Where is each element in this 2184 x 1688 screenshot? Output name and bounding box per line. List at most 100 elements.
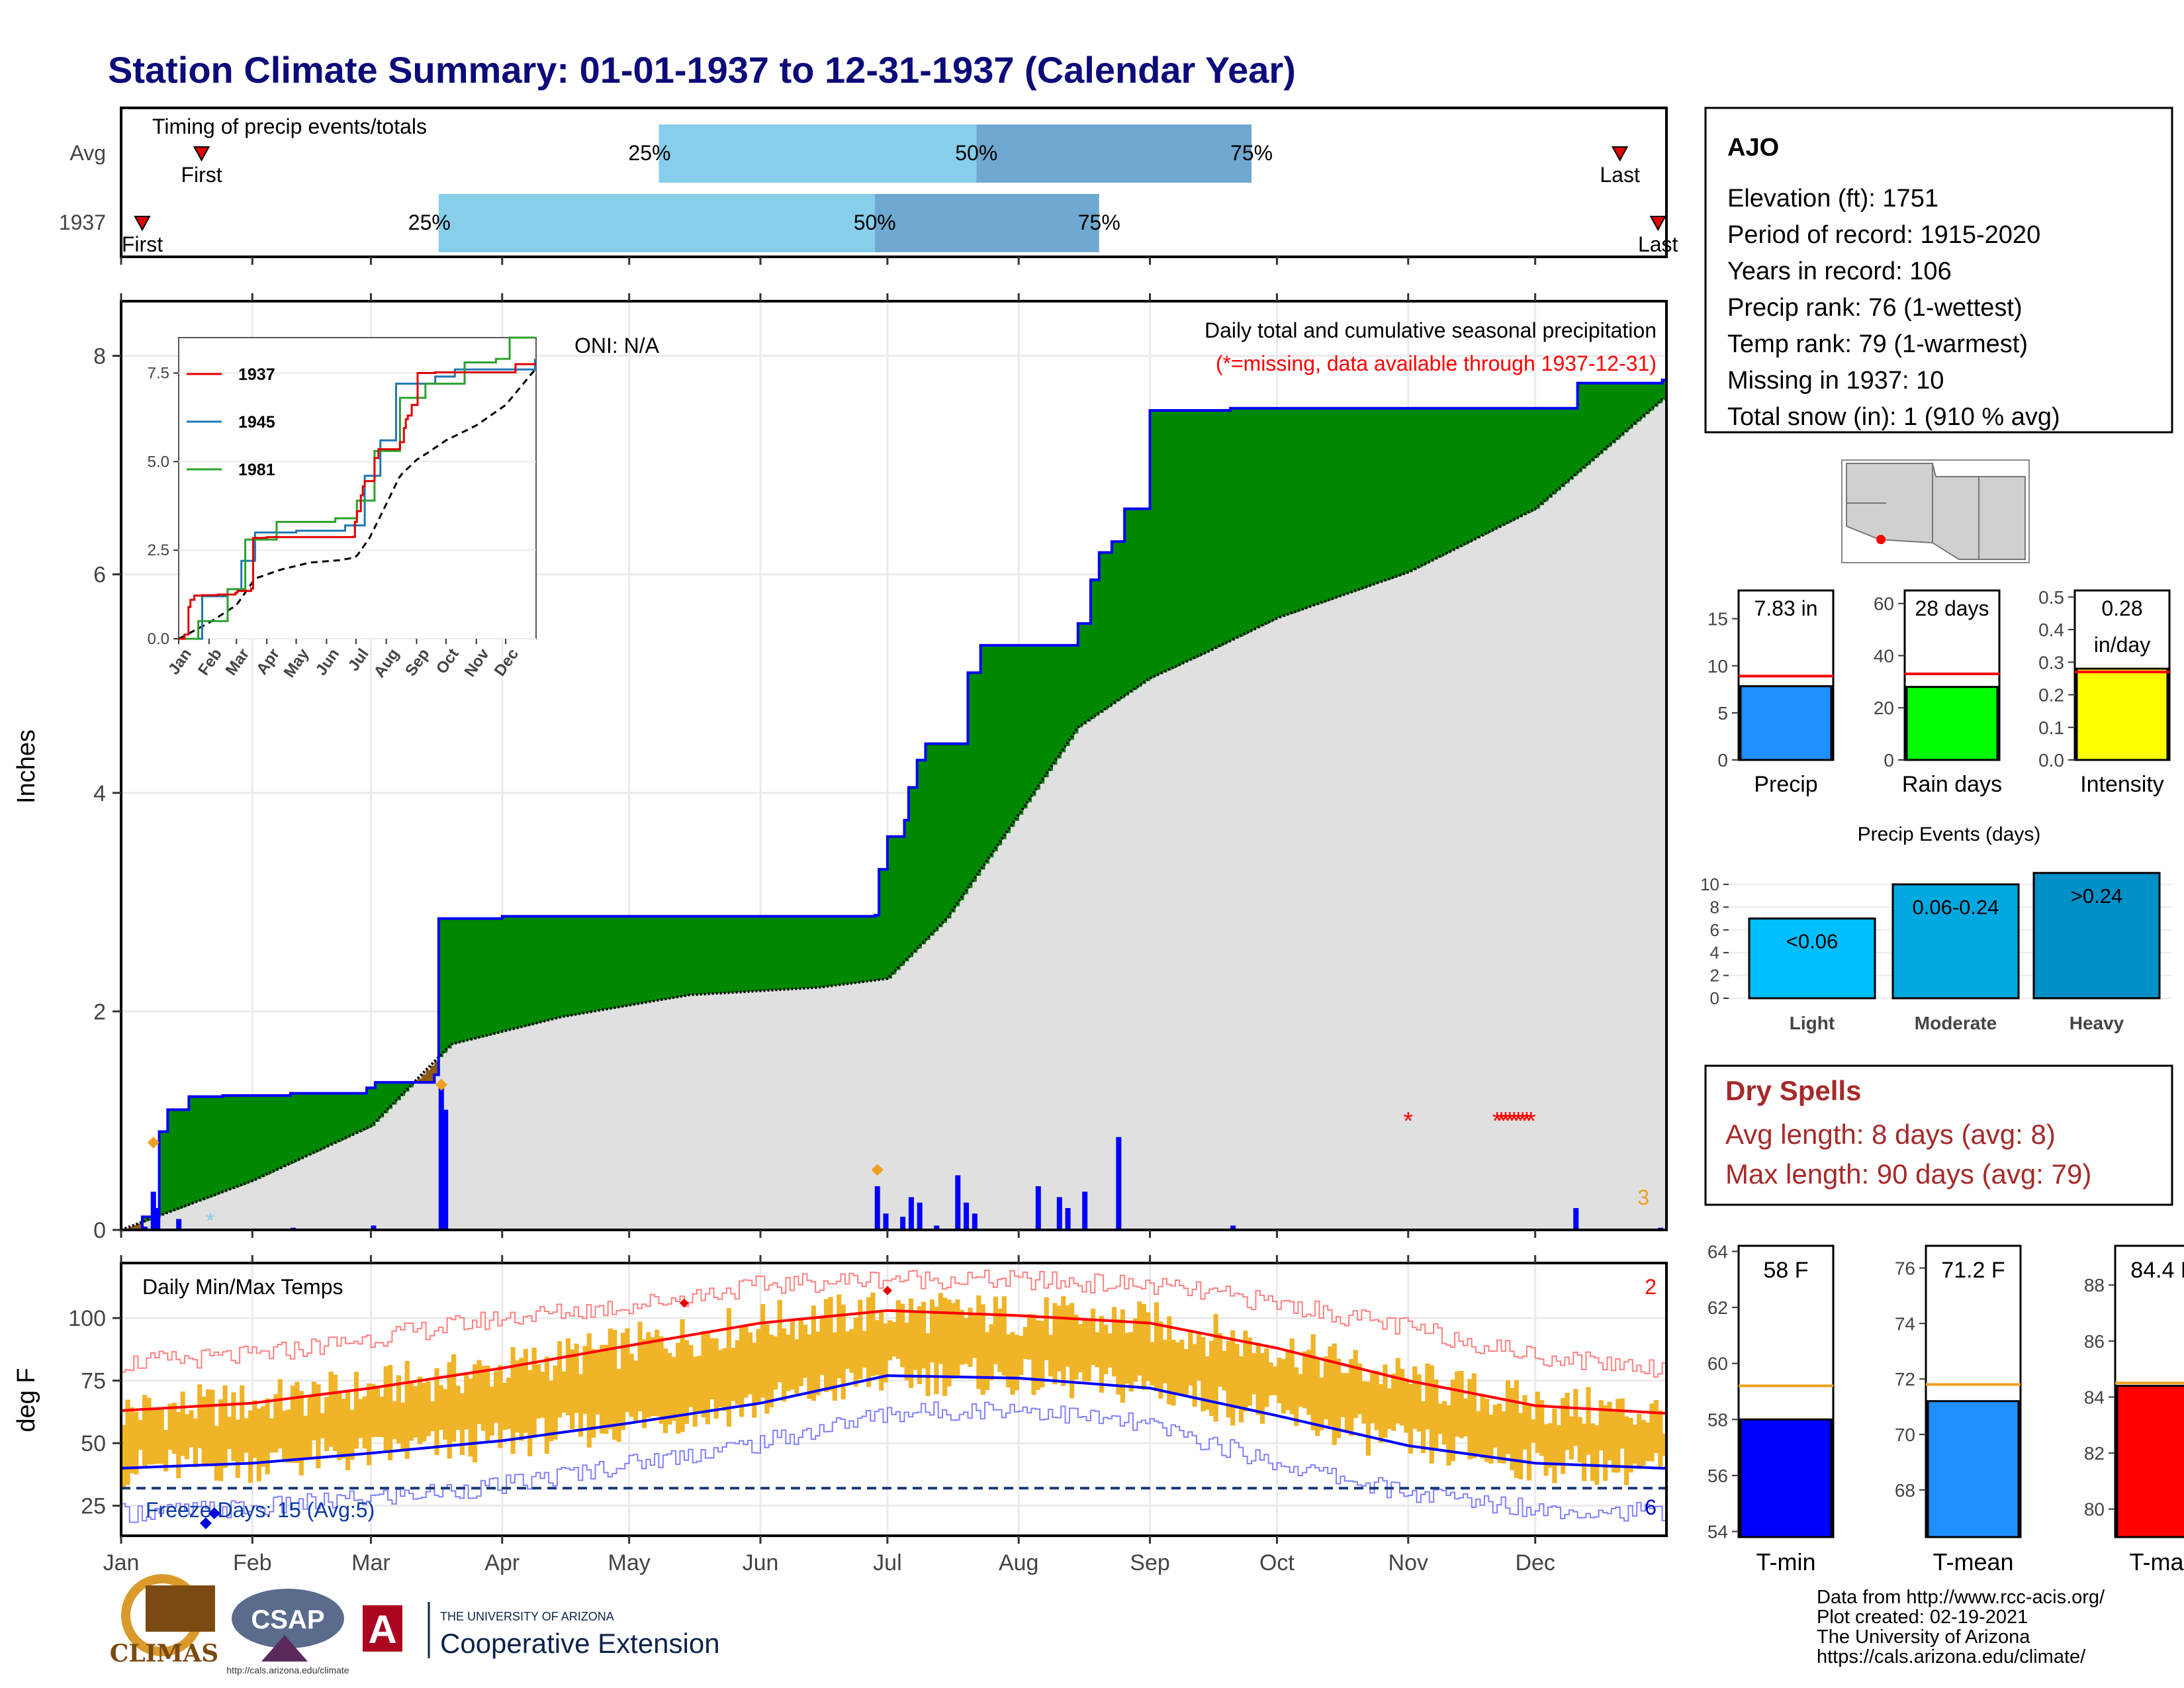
surplus-fill	[1433, 408, 1439, 560]
daily-temp-range-bar	[1632, 1425, 1638, 1464]
minibar-label: Intensity	[2080, 772, 2164, 797]
surplus-fill	[231, 1095, 236, 1189]
surplus-fill	[557, 916, 562, 1018]
ua-letter-a: A	[368, 1607, 396, 1652]
surplus-fill	[950, 743, 956, 913]
surplus-fill	[1450, 408, 1455, 551]
inset-legend-label: 1937	[238, 365, 275, 384]
events-y-tick: 2	[1710, 966, 1719, 986]
station-info-line: Years in record: 106	[1727, 258, 1952, 285]
surplus-fill	[383, 1082, 388, 1113]
surplus-fill	[1031, 645, 1036, 796]
daily-temp-range-bar	[1658, 1410, 1663, 1468]
surplus-fill	[1154, 410, 1159, 677]
daily-temp-range-bar	[1073, 1315, 1079, 1380]
surplus-fill	[1459, 408, 1464, 547]
tempbar-label: T-mean	[1933, 1548, 2013, 1575]
timing-row-label: 1937	[59, 211, 106, 234]
daily-temp-range-bar	[853, 1317, 858, 1387]
daily-temp-range-bar	[1310, 1334, 1316, 1430]
surplus-fill	[747, 916, 752, 992]
surplus-fill	[968, 673, 973, 888]
daily-temp-range-bar	[1264, 1348, 1269, 1407]
surplus-fill	[1302, 408, 1307, 610]
daily-temp-range-bar	[1628, 1417, 1633, 1473]
surplus-fill	[493, 918, 498, 1034]
daily-temp-range-bar	[823, 1299, 829, 1392]
surplus-fill	[718, 916, 723, 994]
missing-day-marker: *	[1518, 1107, 1527, 1135]
surplus-fill	[1082, 623, 1087, 725]
surplus-fill	[841, 916, 846, 985]
surplus-fill	[629, 916, 634, 1006]
daily-precip-bar	[934, 1225, 940, 1230]
daily-temp-range-bar	[874, 1320, 880, 1376]
tempbar-y-tick: 60	[1707, 1354, 1728, 1374]
daily-temp-range-bar	[811, 1305, 816, 1401]
surplus-fill	[773, 916, 778, 990]
surplus-fill	[777, 916, 782, 990]
daily-temp-range-bar	[1132, 1318, 1138, 1382]
minibar-y-tick: 0.2	[2038, 685, 2064, 706]
minibar-y-tick: 10	[1707, 656, 1728, 677]
surplus-fill	[222, 1095, 228, 1192]
surplus-fill	[447, 918, 452, 1049]
month-label: Nov	[1388, 1550, 1428, 1575]
surplus-fill	[1561, 408, 1566, 487]
surplus-fill	[633, 916, 639, 1005]
daily-temp-range-bar	[341, 1398, 346, 1459]
surplus-fill	[451, 918, 456, 1045]
daily-temp-range-bar	[938, 1293, 943, 1364]
surplus-fill	[506, 916, 512, 1031]
daily-temp-range-bar	[591, 1348, 596, 1438]
daily-temp-range-bar	[1217, 1333, 1223, 1387]
daily-precip-bar	[1230, 1225, 1236, 1230]
daily-temp-range-bar	[493, 1371, 499, 1423]
surplus-fill	[1535, 408, 1540, 509]
surplus-fill	[1441, 408, 1447, 555]
surplus-fill	[1306, 408, 1312, 608]
surplus-fill	[201, 1096, 206, 1200]
daily-temp-range-bar	[709, 1338, 715, 1399]
tempbar-y-tick: 58	[1707, 1409, 1728, 1430]
tempbar-y-tick: 76	[1895, 1258, 1915, 1279]
events-y-tick: 4	[1710, 943, 1719, 962]
daily-temp-range-bar	[1547, 1423, 1553, 1468]
daily-temp-range-bar	[1328, 1346, 1333, 1427]
surplus-fill	[1365, 408, 1371, 587]
daily-temp-range-bar	[1213, 1314, 1218, 1422]
daily-temp-range-bar	[1247, 1337, 1252, 1406]
daily-precip-bar	[972, 1213, 978, 1230]
deficit-fill	[422, 1074, 427, 1083]
surplus-fill	[790, 916, 795, 990]
daily-temp-range-bar	[1281, 1359, 1287, 1414]
surplus-fill	[659, 916, 664, 1000]
daily-precip-bar	[371, 1225, 377, 1230]
daily-temp-range-bar	[146, 1397, 152, 1465]
surplus-fill	[379, 1082, 385, 1118]
station-info-line: Precip rank: 76 (1-wettest)	[1727, 294, 2023, 322]
surplus-fill	[1099, 552, 1104, 713]
surplus-fill	[1662, 379, 1667, 400]
tempbar-y-tick: 62	[1707, 1297, 1728, 1318]
surplus-fill	[959, 743, 964, 900]
daily-temp-range-bar	[256, 1408, 261, 1481]
daily-temp-range-bar	[790, 1319, 795, 1390]
daily-temp-range-bar	[925, 1333, 931, 1396]
daily-temp-range-bar	[1353, 1350, 1358, 1419]
surplus-fill	[942, 743, 948, 923]
surplus-fill	[1103, 552, 1109, 710]
surplus-fill	[637, 916, 643, 1004]
daily-temp-range-bar	[1251, 1353, 1257, 1395]
dry-avg-length: Avg length: 8 days (avg: 8)	[1725, 1119, 2056, 1150]
surplus-fill	[180, 1109, 185, 1208]
daily-temp-range-bar	[1349, 1359, 1354, 1436]
tempbar-value-label: 71.2 F	[1941, 1258, 2005, 1283]
events-y-tick: 10	[1700, 874, 1719, 894]
surplus-fill	[1137, 508, 1142, 687]
daily-temp-range-bar	[1150, 1342, 1155, 1386]
daily-temp-range-bar	[1594, 1425, 1600, 1485]
daily-temp-range-bar	[1471, 1373, 1477, 1458]
avg-tmax-line	[120, 1309, 1666, 1415]
daily-temp-range-bar	[1141, 1304, 1146, 1390]
